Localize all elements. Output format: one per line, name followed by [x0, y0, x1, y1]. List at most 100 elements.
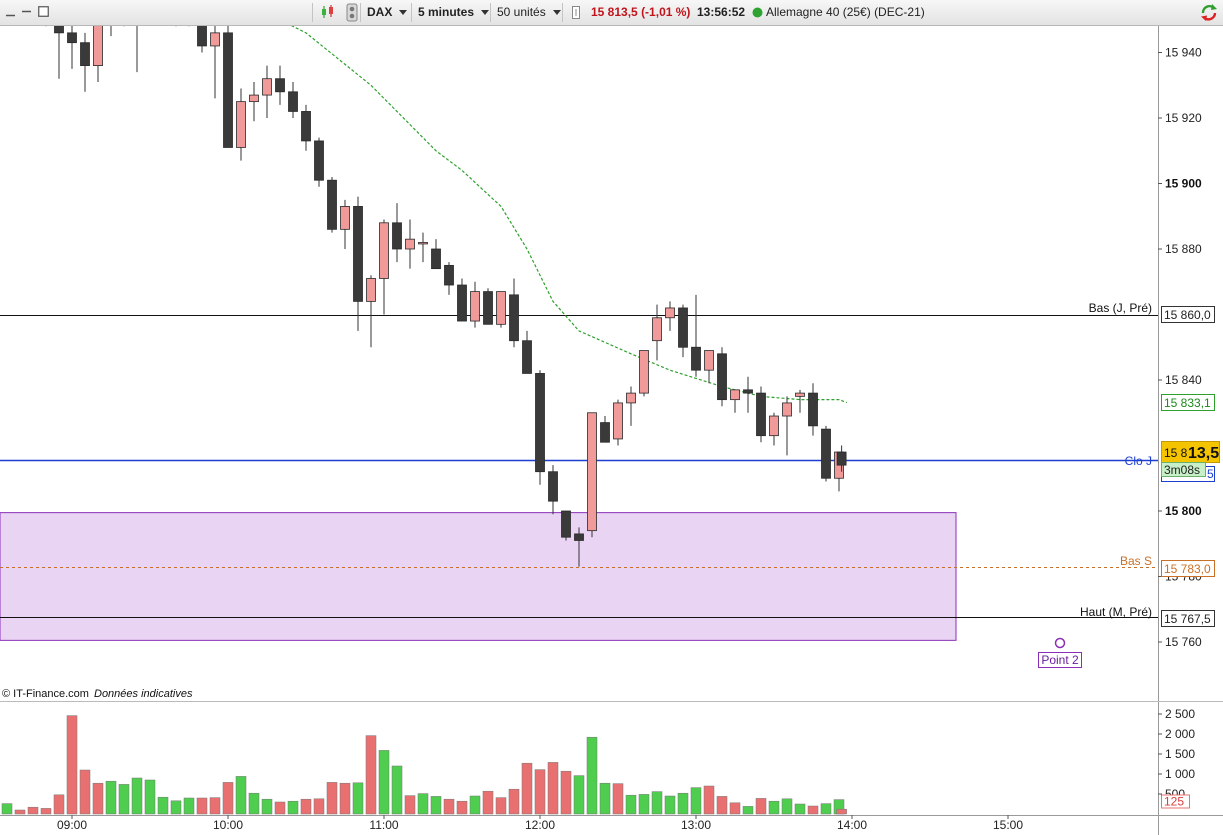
minimize-icon[interactable]	[5, 6, 16, 17]
candles-layer	[45, 26, 847, 567]
volume-bar	[300, 798, 312, 815]
candle-body	[392, 222, 402, 250]
candle-body	[730, 389, 740, 401]
price-change: (-1,01 %)	[641, 5, 691, 19]
candle-body	[54, 26, 64, 34]
candle	[704, 350, 714, 384]
candle-body	[340, 206, 350, 230]
volume-bar	[235, 776, 247, 815]
info-icon[interactable]	[572, 6, 580, 19]
candle	[236, 88, 246, 161]
candle	[678, 304, 688, 358]
volume-bar	[495, 797, 507, 815]
volume-bar	[339, 782, 351, 815]
clock-readout: 13:56:52	[697, 5, 746, 19]
candle	[249, 81, 259, 122]
chart-type-icon[interactable]	[346, 3, 358, 22]
volume-bar	[105, 780, 117, 815]
time-tick-label: 14:00	[837, 818, 867, 832]
volume-bar	[599, 782, 611, 815]
volume-tick-label: 1 000	[1165, 767, 1195, 781]
candle-body	[301, 111, 311, 142]
time-tick-label: 12:00	[525, 818, 555, 832]
price-tick-label: 15 840	[1165, 373, 1202, 387]
candlestick-icon[interactable]	[320, 4, 336, 20]
candle-body	[353, 206, 363, 302]
candle-body	[613, 402, 623, 440]
candle	[327, 176, 337, 233]
volume-bar	[378, 750, 390, 815]
candle	[574, 527, 584, 567]
candle	[431, 239, 441, 270]
units-select[interactable]: 50 unités	[497, 0, 561, 25]
candle	[67, 26, 77, 69]
tag-ma-text: 15 833,1	[1164, 396, 1211, 410]
volume-bar	[274, 801, 286, 815]
candle	[743, 376, 753, 413]
volume-bar	[131, 777, 143, 815]
volume-bar	[40, 808, 52, 815]
volume-bar	[183, 797, 195, 815]
volume-bar	[573, 775, 585, 815]
volume-tick-label: 2 500	[1165, 707, 1195, 721]
volume-bar	[1, 803, 13, 815]
candle-body	[704, 350, 714, 371]
candle	[587, 412, 597, 538]
time-tick-label: 13:00	[681, 818, 711, 832]
candle	[110, 26, 112, 37]
candle	[652, 304, 662, 361]
candle-body	[210, 32, 220, 47]
volume-bar	[287, 800, 299, 815]
candle-body	[418, 242, 428, 245]
volume-bar	[261, 798, 273, 815]
time-axis: 09:00 10:00 11:00 12:00 13:00 14:00 15:00	[57, 815, 1023, 832]
tag-haut-m-pre-text: 15 767,5	[1164, 612, 1211, 626]
time-tick-label: 15:00	[993, 818, 1023, 832]
close-icon[interactable]	[38, 6, 49, 17]
candle-body	[678, 307, 688, 348]
tag-bas-j-pre-text: 15 860,0	[1164, 308, 1211, 322]
volume-bar	[703, 785, 715, 815]
candle-body	[548, 471, 558, 502]
volume-bar	[222, 782, 234, 815]
candle	[470, 281, 480, 328]
volume-bar	[781, 798, 793, 815]
chart-area[interactable]: 15 940 15 920 15 900 15 880 15 840 15 800 15 7…	[0, 26, 1223, 835]
candle-body	[457, 284, 467, 322]
volume-bar	[404, 795, 416, 815]
timeframe-select[interactable]: 5 minutes	[418, 0, 489, 25]
candle	[730, 389, 740, 413]
volume-bar	[482, 790, 494, 815]
volume-bar	[157, 796, 169, 815]
volume-bar	[326, 782, 338, 815]
candle-body	[275, 78, 285, 93]
volume-bar	[469, 795, 481, 815]
candle	[210, 26, 220, 99]
candle-body	[67, 32, 77, 44]
candle	[548, 465, 558, 515]
restore-icon[interactable]	[21, 6, 32, 17]
candle	[275, 65, 285, 105]
label-haut-m-pre: Haut (M, Pré)	[1080, 605, 1152, 619]
candle	[457, 278, 467, 322]
candle	[288, 81, 298, 118]
instrument-select[interactable]: DAX	[367, 0, 407, 25]
volume-tick-label: 1 500	[1165, 747, 1195, 761]
price-axis: 15 940 15 920 15 900 15 880 15 840 15 800 15 7…	[1158, 46, 1202, 649]
candle	[782, 396, 792, 456]
candle-body	[587, 412, 597, 532]
candle	[522, 330, 532, 374]
candle	[600, 416, 610, 443]
candle	[535, 370, 545, 485]
volume-bar	[742, 806, 754, 815]
volume-bar	[521, 762, 533, 815]
point2-marker[interactable]	[1054, 637, 1066, 649]
price-tick-label: 15 880	[1165, 242, 1202, 256]
candle-body	[236, 101, 246, 148]
candle	[717, 347, 727, 407]
refresh-icon[interactable]	[1199, 2, 1219, 23]
volume-bar	[196, 797, 208, 815]
candle-body	[535, 373, 545, 473]
volume-bar	[586, 736, 598, 815]
point2-label-box	[1038, 652, 1082, 668]
